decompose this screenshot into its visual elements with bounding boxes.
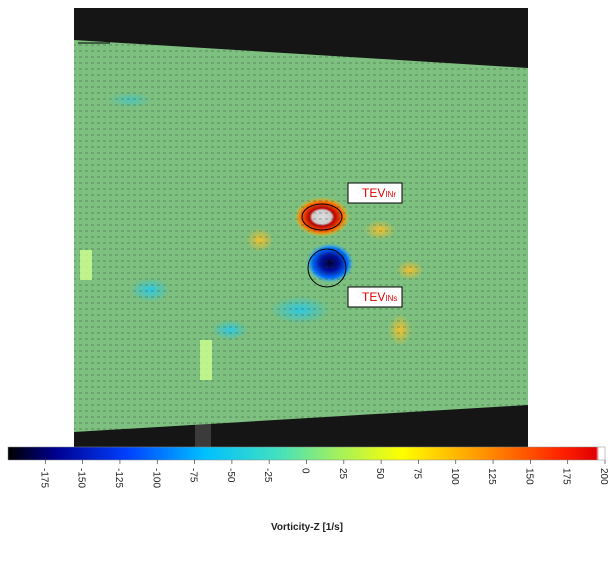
colorbar-tick-label: -150 [76, 468, 87, 488]
colorbar-tick-label: -50 [225, 468, 236, 483]
annotation: TEVINs [348, 287, 402, 307]
colorbar-tick-label: 200 [598, 468, 609, 485]
annotation-text: TEV [362, 186, 385, 200]
colorbar-tick-label: 50 [374, 468, 385, 480]
colorbar [8, 447, 605, 460]
colorbar-tick-label: 100 [449, 468, 460, 485]
colorbar-tick-label: 175 [561, 468, 572, 485]
annotation: TEVINr [348, 183, 402, 203]
colorbar-ticks: -175 -150 -125 -100 -75 -50 -25 0 25 50 75 100 125 15… [38, 460, 609, 488]
colorbar-tick-label: 150 [523, 468, 534, 485]
colorbar-tick-label: 25 [337, 468, 348, 480]
page: TEVINr TEVINs -175-150-125-100-75-50-250… [0, 0, 614, 569]
colorbar-tick-label: -100 [150, 468, 161, 488]
annotation-subscript: INs [385, 294, 397, 303]
colorbar-tick-label: -175 [38, 468, 49, 488]
annotation-subscript: INr [385, 190, 396, 199]
colorbar-tick-label: -25 [262, 468, 273, 483]
colorbar-tick-label: -75 [188, 468, 199, 483]
colorbar-label: Vorticity-Z [1/s] [271, 522, 343, 533]
colorbar-tick-label: 75 [411, 468, 422, 480]
colorbar-tick-label: 125 [486, 468, 497, 485]
colorbar-tick-label: 0 [300, 468, 311, 474]
colorbar-tick-label: -125 [113, 468, 124, 488]
vorticity-field [74, 40, 528, 432]
annotation-text: TEV [362, 290, 385, 304]
